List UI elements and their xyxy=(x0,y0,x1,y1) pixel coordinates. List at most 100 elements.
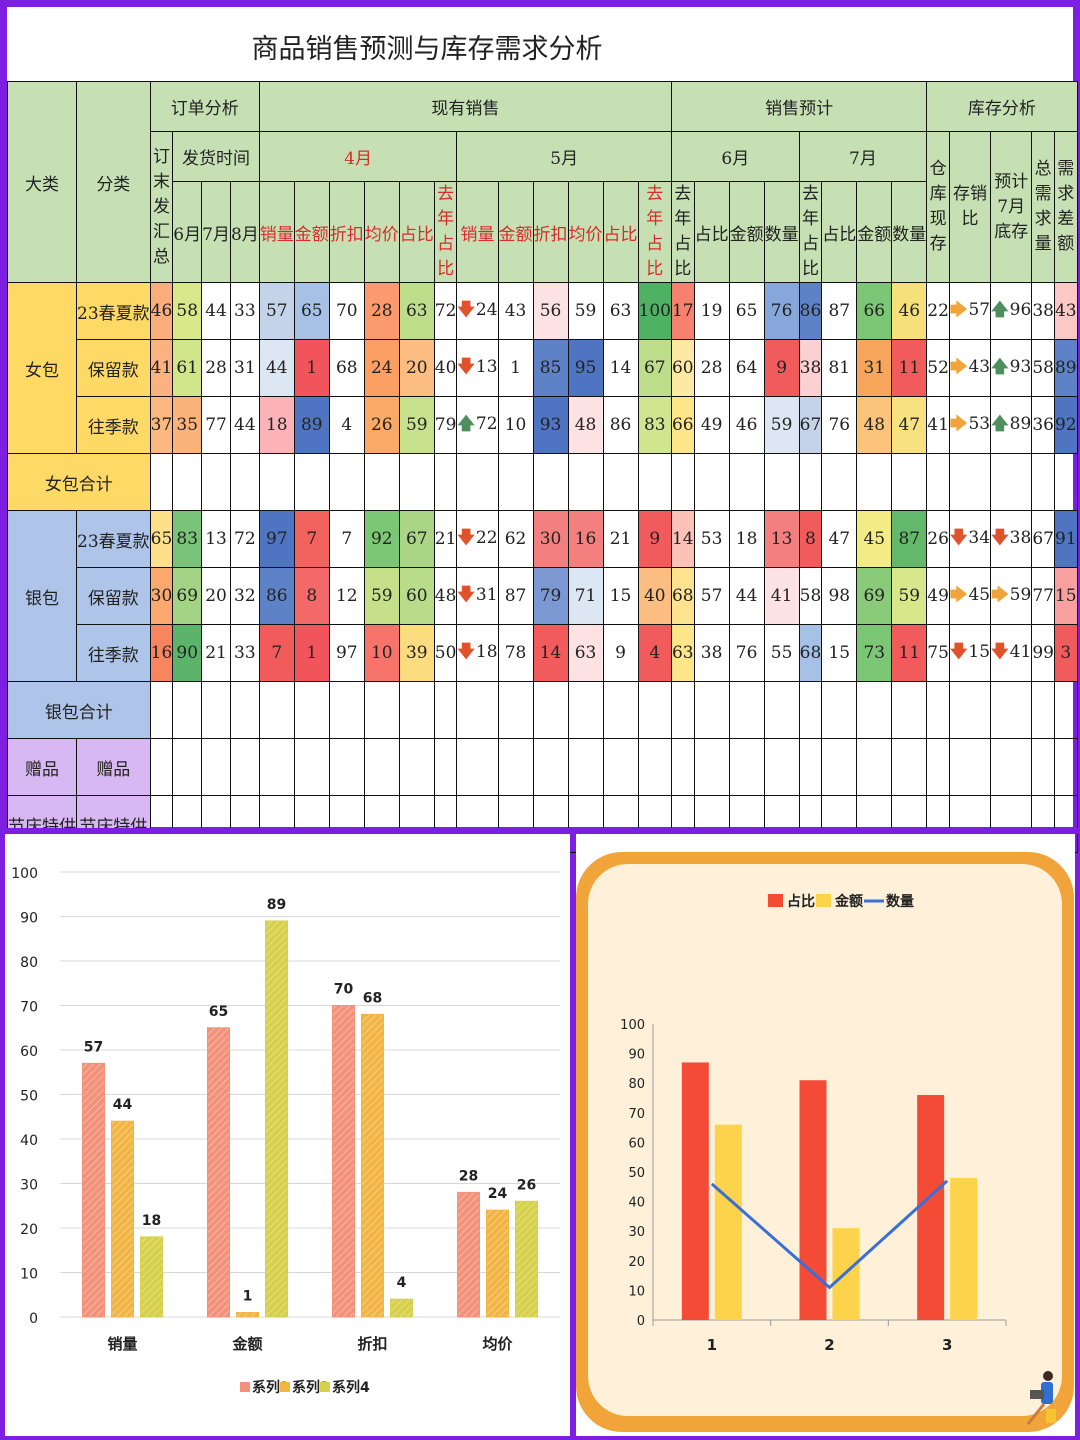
cell-value: 69 xyxy=(176,586,198,606)
empty-cell xyxy=(259,739,294,796)
cell-value: 1 xyxy=(306,358,317,378)
cell-value: 46 xyxy=(151,301,173,321)
cell-value: 14 xyxy=(540,643,562,663)
data-label: 70 xyxy=(334,982,354,998)
cell-value: 93 xyxy=(1010,357,1032,377)
cell-value: 65 xyxy=(151,529,173,549)
empty-cell xyxy=(150,454,173,511)
value-cell: 76 xyxy=(729,625,764,682)
cell-value: 41 xyxy=(151,358,173,378)
cell-value: 98 xyxy=(828,586,850,606)
legend-swatch xyxy=(816,894,831,907)
value-cell: 86 xyxy=(603,397,638,454)
y-tick-label: 20 xyxy=(20,1222,38,1238)
empty-cell xyxy=(638,739,671,796)
value-cell: 41 xyxy=(927,397,950,454)
empty-cell xyxy=(638,682,671,739)
value-cell: 30 xyxy=(150,568,173,625)
value-cell: 🡅72 xyxy=(457,397,498,454)
cell-value: 68 xyxy=(672,586,694,606)
x-tick-label: 均价 xyxy=(482,1335,513,1353)
empty-cell xyxy=(259,682,294,739)
cell-value: 96 xyxy=(1010,300,1032,320)
y-tick-label: 40 xyxy=(20,1133,38,1149)
empty-cell xyxy=(294,682,329,739)
value-cell: 63 xyxy=(399,283,434,340)
empty-cell xyxy=(1032,739,1055,796)
cell-value: 67 xyxy=(644,358,666,378)
cell-value: 78 xyxy=(505,643,527,663)
cell-value: 59 xyxy=(771,415,793,435)
empty-cell xyxy=(729,682,764,739)
cell-value: 77 xyxy=(1032,586,1054,606)
cell-value: 35 xyxy=(176,415,198,435)
value-cell: 83 xyxy=(638,397,671,454)
cell-value: 55 xyxy=(771,643,793,663)
cell-value: 15 xyxy=(1055,586,1077,606)
cell-value: 92 xyxy=(1055,415,1077,435)
value-cell: 9 xyxy=(764,340,799,397)
value-cell: 21 xyxy=(434,511,457,568)
arrow-right-icon: 🡆 xyxy=(991,585,1009,605)
cell-value: 58 xyxy=(1032,358,1054,378)
sub-header-jul: 去年占比 xyxy=(799,182,822,283)
value-cell: 72 xyxy=(230,511,259,568)
bar-chart-left-svg: 0102030405060708090100574418销量65189金额706… xyxy=(5,834,570,1436)
group-label-wallet: 银包 xyxy=(8,511,77,682)
value-cell: 46 xyxy=(892,283,927,340)
value-cell: 16 xyxy=(150,625,173,682)
line-series xyxy=(712,1181,947,1288)
y-tick-label: 30 xyxy=(628,1225,645,1240)
cell-value: 30 xyxy=(151,586,173,606)
cell-value: 59 xyxy=(406,415,428,435)
value-cell: 69 xyxy=(857,568,892,625)
cell-value: 28 xyxy=(701,358,723,378)
cell-value: 16 xyxy=(575,529,597,549)
value-cell: 57 xyxy=(259,283,294,340)
empty-cell xyxy=(434,739,457,796)
value-cell: 86 xyxy=(259,568,294,625)
cell-value: 56 xyxy=(540,301,562,321)
legend-swatch xyxy=(240,1382,250,1392)
value-cell: 49 xyxy=(927,568,950,625)
value-cell: 79 xyxy=(434,397,457,454)
cell-value: 38 xyxy=(1010,528,1032,548)
cell-value: 47 xyxy=(828,529,850,549)
sub-header-apr: 折扣 xyxy=(329,182,364,283)
value-cell: 58 xyxy=(1032,340,1055,397)
arrow-up-icon: 🡅 xyxy=(457,414,474,434)
cell-value: 72 xyxy=(476,414,498,434)
empty-cell xyxy=(173,682,202,739)
value-cell: 38 xyxy=(799,340,822,397)
arrow-down-icon: 🡇 xyxy=(991,642,1008,662)
bar xyxy=(266,921,288,1317)
chair-icon xyxy=(1046,1409,1056,1423)
cell-value: 11 xyxy=(898,643,920,663)
bar xyxy=(141,1237,163,1317)
value-cell: 47 xyxy=(892,397,927,454)
legend-swatch xyxy=(280,1382,290,1392)
cell-value: 67 xyxy=(406,529,428,549)
x-tick-label: 1 xyxy=(707,1336,717,1354)
value-cell: 1 xyxy=(498,340,533,397)
empty-cell xyxy=(857,739,892,796)
col-header-dalei: 大类 xyxy=(8,82,77,283)
cell-value: 59 xyxy=(898,586,920,606)
empty-cell xyxy=(230,682,259,739)
cell-value: 18 xyxy=(736,529,758,549)
combo-chart-right: 0 10 20 30 40 50 60 70 80 90 100 1 2 3 占比 金额 数量 xyxy=(576,834,1075,1436)
empty-cell xyxy=(1054,454,1077,511)
empty-cell xyxy=(927,454,950,511)
bar xyxy=(208,1028,230,1317)
value-cell: 97 xyxy=(259,511,294,568)
value-cell: 28 xyxy=(364,283,399,340)
row-label: 保留款 xyxy=(77,340,151,397)
cell-value: 58 xyxy=(176,301,198,321)
value-cell: 68 xyxy=(799,625,822,682)
value-cell: 44 xyxy=(259,340,294,397)
cell-value: 49 xyxy=(701,415,723,435)
cell-value: 95 xyxy=(575,358,597,378)
empty-cell xyxy=(568,454,603,511)
value-cell: 4 xyxy=(329,397,364,454)
cell-value: 37 xyxy=(151,415,173,435)
